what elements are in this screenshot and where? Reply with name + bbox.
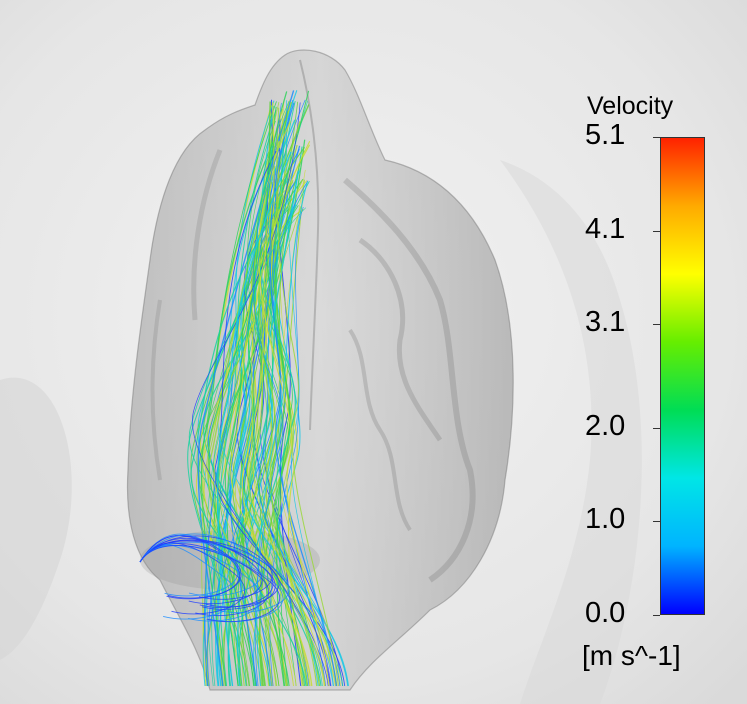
streamline <box>214 150 346 687</box>
streamline <box>139 537 263 605</box>
streamline <box>269 102 338 687</box>
legend-tick-label: 1.0 <box>585 503 626 536</box>
streamline <box>217 151 292 687</box>
streamline <box>286 100 334 687</box>
legend-tick-label: 0.0 <box>585 597 626 629</box>
face-shadow-right <box>500 160 642 704</box>
streamline <box>247 120 297 687</box>
streamlines <box>139 90 349 687</box>
legend-tick-label: 4.1 <box>585 212 626 245</box>
legend-tick-mark <box>653 615 660 616</box>
streamline <box>271 150 309 687</box>
streamline <box>214 182 297 687</box>
streamline <box>197 204 297 687</box>
legend-tick-label: 2.0 <box>585 409 626 442</box>
legend-tick-mark <box>653 427 660 429</box>
streamline <box>240 170 349 687</box>
streamline <box>252 147 284 687</box>
streamline <box>236 119 331 687</box>
streamline <box>253 111 326 687</box>
legend-tick-mark <box>653 521 660 523</box>
streamline <box>139 541 290 613</box>
streamline <box>139 544 281 623</box>
legend-tick-mark <box>653 324 660 326</box>
face-shadow-left <box>0 377 72 660</box>
streamline <box>197 90 295 687</box>
streamline <box>198 101 277 687</box>
legend-unit: [m s^-1] <box>582 640 681 671</box>
velocity-color-bar <box>660 137 705 615</box>
streamline <box>139 544 262 622</box>
streamline <box>139 534 242 599</box>
streamline <box>139 542 246 615</box>
legend-tick-mark <box>653 137 660 138</box>
streamline <box>188 180 344 687</box>
streamline <box>256 181 308 687</box>
streamline <box>258 121 330 687</box>
streamline <box>247 207 323 687</box>
legend-tick-label: 5.1 <box>585 119 626 151</box>
legend-tick-label: 3.1 <box>585 306 626 339</box>
legend-title: Velocity <box>587 92 674 120</box>
legend-tick-mark <box>653 230 660 232</box>
streamline <box>205 180 309 687</box>
streamline <box>200 139 275 687</box>
streamline <box>139 533 263 597</box>
streamline <box>276 107 339 687</box>
streamline <box>277 151 341 687</box>
streamline <box>223 146 306 687</box>
